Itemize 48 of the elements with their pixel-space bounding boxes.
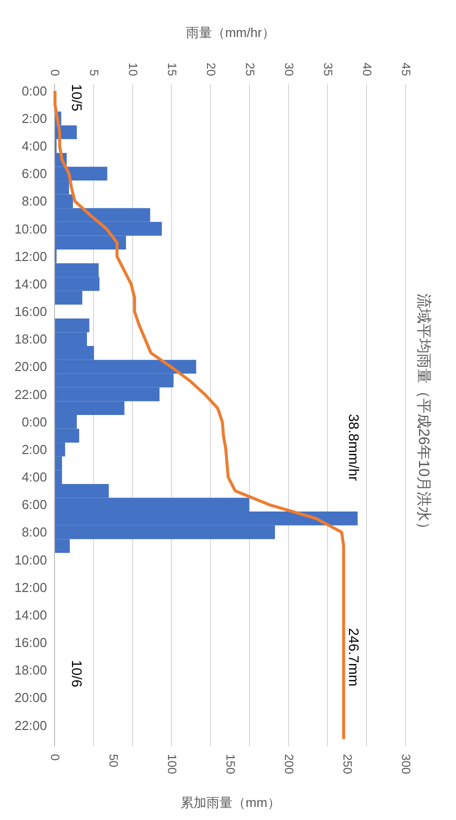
y-tick-label: 2:00 [22,442,47,457]
y-tick-label: 22:00 [14,386,47,402]
annotation: 246.7mm [346,628,362,686]
x2-tick-label: 40 [360,62,374,76]
y-tick-label: 20:00 [14,690,47,706]
y-tick-label: 16:00 [14,635,47,650]
y-tick-label: 16:00 [14,304,47,320]
y-tick-label: 14:00 [14,276,47,292]
y-tick-label: 0:00 [22,414,47,430]
x-axis-title: 累加雨量（mm） [180,795,280,810]
y-tick-label: 8:00 [22,194,47,209]
y-tick-label: 4:00 [22,138,47,154]
x2-tick-label: 5 [87,69,101,76]
annotation: 10/5 [69,84,85,112]
x-tick-label: 300 [399,754,413,774]
y-tick-label: 0:00 [22,83,47,98]
x-tick-label: 200 [282,754,296,774]
y-tick-label: 6:00 [22,166,47,182]
x2-tick-label: 35 [321,62,335,76]
y-tick-label: 12:00 [14,248,47,264]
x-tick-label: 150 [224,754,238,774]
y-tick-label: 18:00 [14,332,47,347]
x2-tick-label: 20 [204,62,218,76]
x-tick-label: 0 [48,754,62,761]
x2-tick-label: 0 [48,69,62,76]
y-tick-label: 20:00 [14,359,47,374]
x2-axis-title: 雨量（mm/hr） [186,25,275,40]
x2-tick-label: 10 [126,62,140,76]
x-tick-label: 100 [165,754,179,774]
y-tick-label: 10:00 [14,552,47,568]
annotation: 10/6 [69,660,85,688]
y-tick-label: 10:00 [14,221,47,236]
y-tick-label: 6:00 [22,497,47,512]
y-tick-label: 8:00 [22,524,47,540]
y-tick-label: 4:00 [22,470,47,485]
annotation: 38.8mm/hr [346,414,362,482]
x2-tick-label: 30 [282,62,296,76]
y-tick-label: 18:00 [14,662,47,678]
x-tick-label: 250 [340,754,354,774]
x-tick-label: 50 [106,754,120,768]
x2-tick-label: 25 [243,62,257,76]
text: 流域平均雨量（平成26年10月洪水） [415,293,432,537]
y-tick-label: 2:00 [22,110,47,126]
y-tick-label: 22:00 [14,718,47,733]
x2-tick-label: 15 [165,62,179,76]
x2-tick-label: 45 [399,62,413,76]
y-tick-label: 12:00 [14,580,47,595]
y-tick-label: 14:00 [14,607,47,622]
